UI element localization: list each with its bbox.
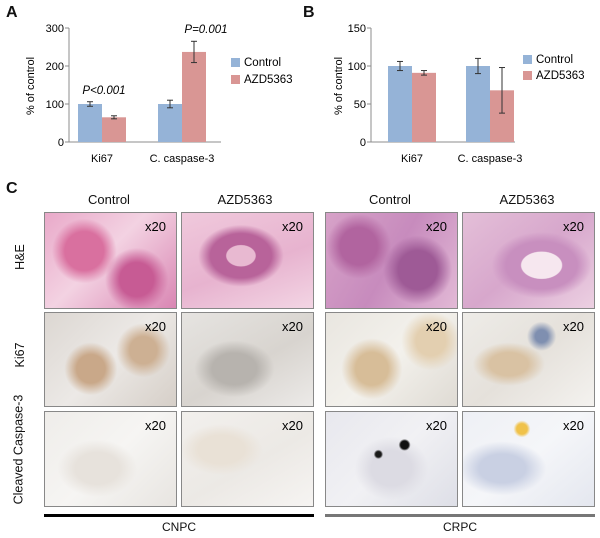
micrograph-he-crpc-azd5363: x20 bbox=[462, 212, 595, 309]
bar-control bbox=[158, 104, 182, 142]
chart-b-legend-swatch-azd5363 bbox=[523, 71, 532, 80]
chart-a-plot bbox=[65, 27, 221, 143]
chart-b-ytick: 100 bbox=[348, 61, 366, 73]
chart-a-xtick: C. caspase-3 bbox=[150, 153, 215, 165]
chart-b-plot bbox=[367, 27, 515, 143]
chart-b-xtick: Ki67 bbox=[401, 153, 423, 165]
panel-c-letter: C bbox=[6, 180, 18, 197]
chart-a-ytick: 100 bbox=[46, 99, 64, 111]
panel-a-letter: A bbox=[6, 4, 18, 21]
row-label-cleaved-caspase-3: Cleaved Caspase-3 bbox=[11, 394, 26, 505]
micrograph-caspase-crpc-azd5363: x20 bbox=[462, 411, 595, 507]
chart-a-legend-swatch-control bbox=[231, 58, 240, 67]
chart-b-ytick: 150 bbox=[348, 23, 366, 35]
chart-a-annotation: P<0.001 bbox=[82, 85, 125, 97]
micrograph-caspase-crpc-control: x20 bbox=[325, 411, 458, 507]
micrograph-ki67-cnpc-control: x20 bbox=[44, 312, 177, 407]
chart-a: % of control 0 100 200 300 Ki67 C. caspa… bbox=[25, 23, 293, 165]
magnification-label: x20 bbox=[563, 219, 584, 234]
chart-a-legend-swatch-azd5363 bbox=[231, 75, 240, 84]
col-header-cnpc-azd5363: AZD5363 bbox=[217, 192, 273, 207]
chart-a-legend: Control AZD5363 bbox=[231, 57, 293, 86]
row-label-he: H&E bbox=[13, 244, 27, 270]
chart-b-legend-label: AZD5363 bbox=[536, 70, 585, 82]
chart-a-ytick: 200 bbox=[46, 61, 64, 73]
bar-control bbox=[466, 66, 490, 142]
chart-a-xtick: Ki67 bbox=[91, 153, 113, 165]
chart-b-legend: Control AZD5363 bbox=[523, 54, 585, 82]
bar-azd5363 bbox=[102, 117, 126, 142]
chart-b: % of control 0 50 100 150 Ki67 C. caspas… bbox=[333, 23, 585, 165]
col-header-crpc-azd5363: AZD5363 bbox=[499, 192, 555, 207]
micrograph-he-cnpc-control: x20 bbox=[44, 212, 177, 309]
chart-b-ytick: 0 bbox=[360, 137, 366, 149]
group-label-crpc: CRPC bbox=[442, 520, 477, 534]
magnification-label: x20 bbox=[563, 319, 584, 334]
chart-a-ytick: 0 bbox=[58, 137, 64, 149]
group-bar-cnpc bbox=[44, 514, 314, 517]
col-header-crpc-control: Control bbox=[369, 192, 411, 207]
magnification-label: x20 bbox=[282, 219, 303, 234]
chart-a-ylabel: % of control bbox=[25, 57, 37, 115]
chart-b-yticks: 0 50 100 150 bbox=[348, 23, 366, 149]
chart-b-ylabel: % of control bbox=[333, 57, 345, 115]
magnification-label: x20 bbox=[563, 418, 584, 433]
chart-b-xtick: C. caspase-3 bbox=[458, 153, 523, 165]
chart-b-legend-swatch-control bbox=[523, 55, 532, 64]
group-label-cnpc: CNPC bbox=[161, 520, 196, 534]
bar-azd5363 bbox=[412, 72, 436, 142]
chart-a-annotation: P=0.001 bbox=[184, 24, 227, 36]
magnification-label: x20 bbox=[426, 219, 447, 234]
magnification-label: x20 bbox=[426, 319, 447, 334]
micrograph-ki67-crpc-control: x20 bbox=[325, 312, 458, 407]
chart-a-ytick: 300 bbox=[46, 23, 64, 35]
magnification-label: x20 bbox=[145, 418, 166, 433]
row-label-ki67: Ki67 bbox=[13, 342, 27, 368]
chart-a-legend-label: Control bbox=[244, 57, 281, 69]
micrograph-caspase-cnpc-azd5363: x20 bbox=[181, 411, 314, 507]
group-bar-crpc bbox=[325, 514, 595, 517]
magnification-label: x20 bbox=[145, 319, 166, 334]
micrograph-he-cnpc-azd5363: x20 bbox=[181, 212, 314, 309]
micrograph-ki67-crpc-azd5363: x20 bbox=[462, 312, 595, 407]
micrograph-ki67-cnpc-azd5363: x20 bbox=[181, 312, 314, 407]
magnification-label: x20 bbox=[426, 418, 447, 433]
col-header-cnpc-control: Control bbox=[88, 192, 130, 207]
micrograph-he-crpc-control: x20 bbox=[325, 212, 458, 309]
magnification-label: x20 bbox=[282, 319, 303, 334]
bar-azd5363 bbox=[182, 51, 206, 142]
bar-control bbox=[78, 104, 102, 142]
magnification-label: x20 bbox=[145, 219, 166, 234]
micrograph-caspase-cnpc-control: x20 bbox=[44, 411, 177, 507]
chart-b-legend-label: Control bbox=[536, 54, 573, 66]
chart-a-legend-label: AZD5363 bbox=[244, 74, 293, 86]
panel-b-letter: B bbox=[303, 4, 315, 21]
chart-a-yticks: 0 100 200 300 bbox=[46, 23, 64, 149]
bar-control bbox=[388, 66, 412, 142]
chart-b-ytick: 50 bbox=[354, 99, 366, 111]
magnification-label: x20 bbox=[282, 418, 303, 433]
